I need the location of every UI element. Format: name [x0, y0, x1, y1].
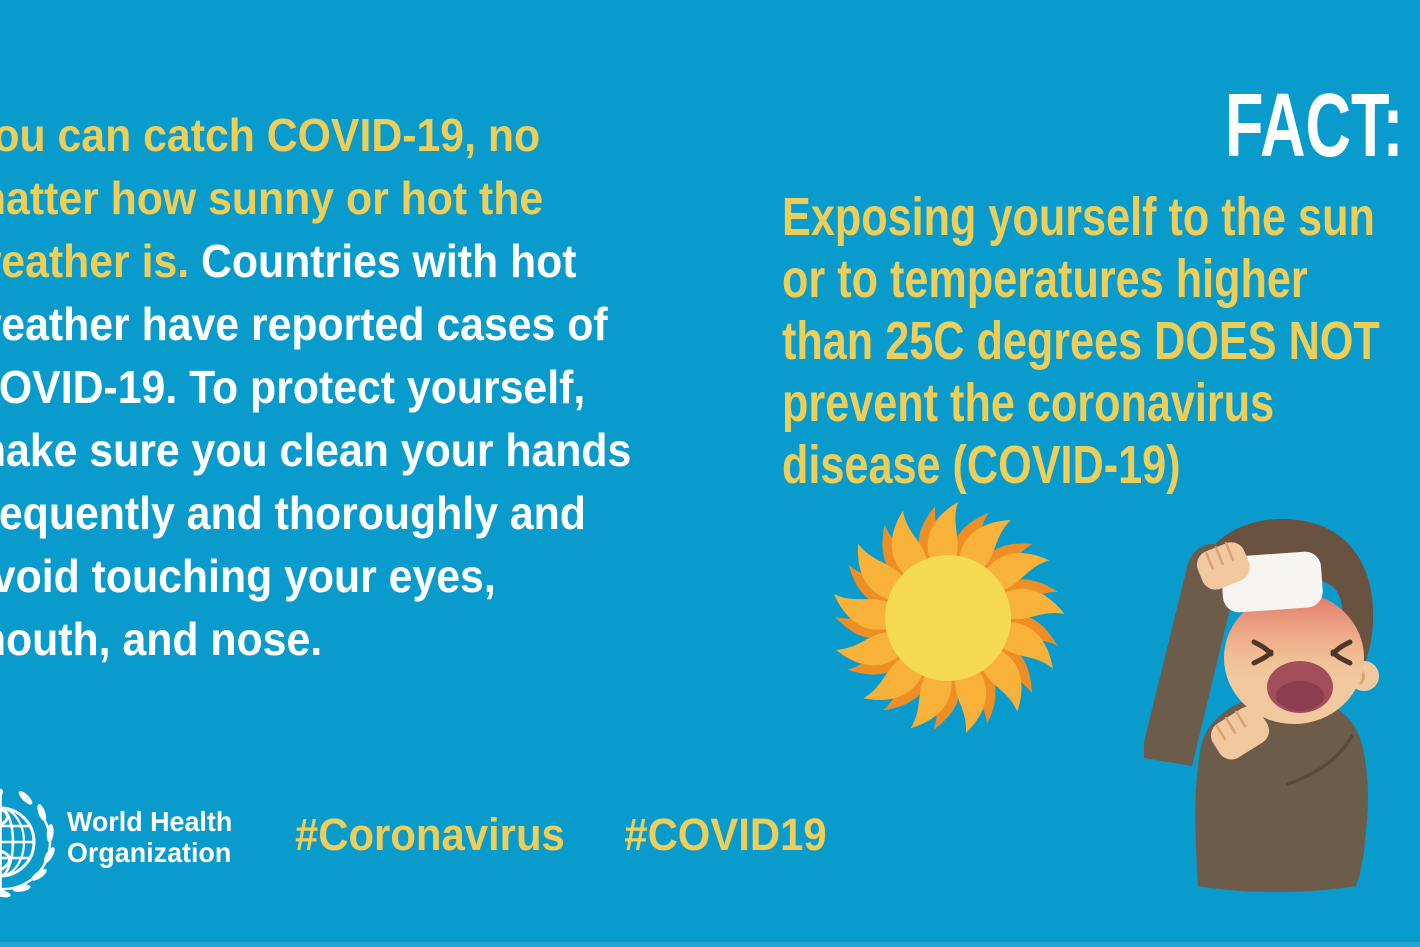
myth-line: avoid touching your eyes,	[0, 545, 631, 608]
fact-line: than 25C degrees DOES NOT	[782, 311, 1380, 371]
myth-line: You can catch COVID-19, no	[0, 104, 631, 167]
myth-line: COVID-19. To protect yourself,	[0, 356, 631, 419]
sun-icon	[830, 502, 1065, 736]
hashtags: #Coronavirus #COVID19	[295, 810, 827, 860]
myth-line: make sure you clean your hands	[0, 419, 631, 482]
myth-line-text: avoid touching your eyes,	[0, 550, 496, 602]
myth-line-text: You can catch COVID-19, no	[0, 109, 541, 161]
sick-man-icon	[1144, 518, 1379, 892]
fact-line: prevent the coronavirus	[782, 373, 1275, 433]
who-wordmark: World Health Organization	[67, 806, 232, 868]
myth-line-text: matter how sunny or hot the	[0, 172, 544, 224]
bottom-edge-divider	[0, 942, 1420, 947]
hashtag-coronavirus: #Coronavirus	[295, 809, 565, 860]
myth-line-text: make sure you clean your hands	[0, 424, 632, 476]
fact-line: or to temperatures higher	[782, 249, 1308, 309]
who-emblem-icon	[0, 788, 55, 898]
fact-line: Exposing yourself to the sun	[782, 187, 1375, 247]
myth-line-text-highlight: weather is.	[0, 235, 190, 287]
who-name-line: Organization	[67, 837, 232, 868]
myth-line-text: COVID-19. To protect yourself,	[0, 361, 586, 413]
myth-line-text: mouth, and nose.	[0, 613, 323, 665]
hashtag-covid19: #COVID19	[624, 809, 827, 860]
myth-line: frequently and thoroughly and	[0, 482, 631, 545]
myth-line: mouth, and nose.	[0, 608, 631, 671]
myth-line: matter how sunny or hot the	[0, 167, 631, 230]
fact-heading: FACT:	[1225, 76, 1404, 176]
myth-line: weather is. Countries with hot	[0, 230, 631, 293]
myth-line-text: Countries with hot	[189, 235, 577, 287]
who-name-line: World Health	[67, 806, 233, 837]
myth-line-text: frequently and thoroughly and	[0, 487, 586, 539]
myth-line-text: weather have reported cases of	[0, 298, 608, 350]
myth-paragraph: You can catch COVID-19, no matter how su…	[0, 104, 631, 671]
fact-line: disease (COVID-19)	[782, 435, 1181, 495]
fact-paragraph: Exposing yourself to the sun or to tempe…	[782, 186, 1380, 496]
myth-line: weather have reported cases of	[0, 293, 631, 356]
